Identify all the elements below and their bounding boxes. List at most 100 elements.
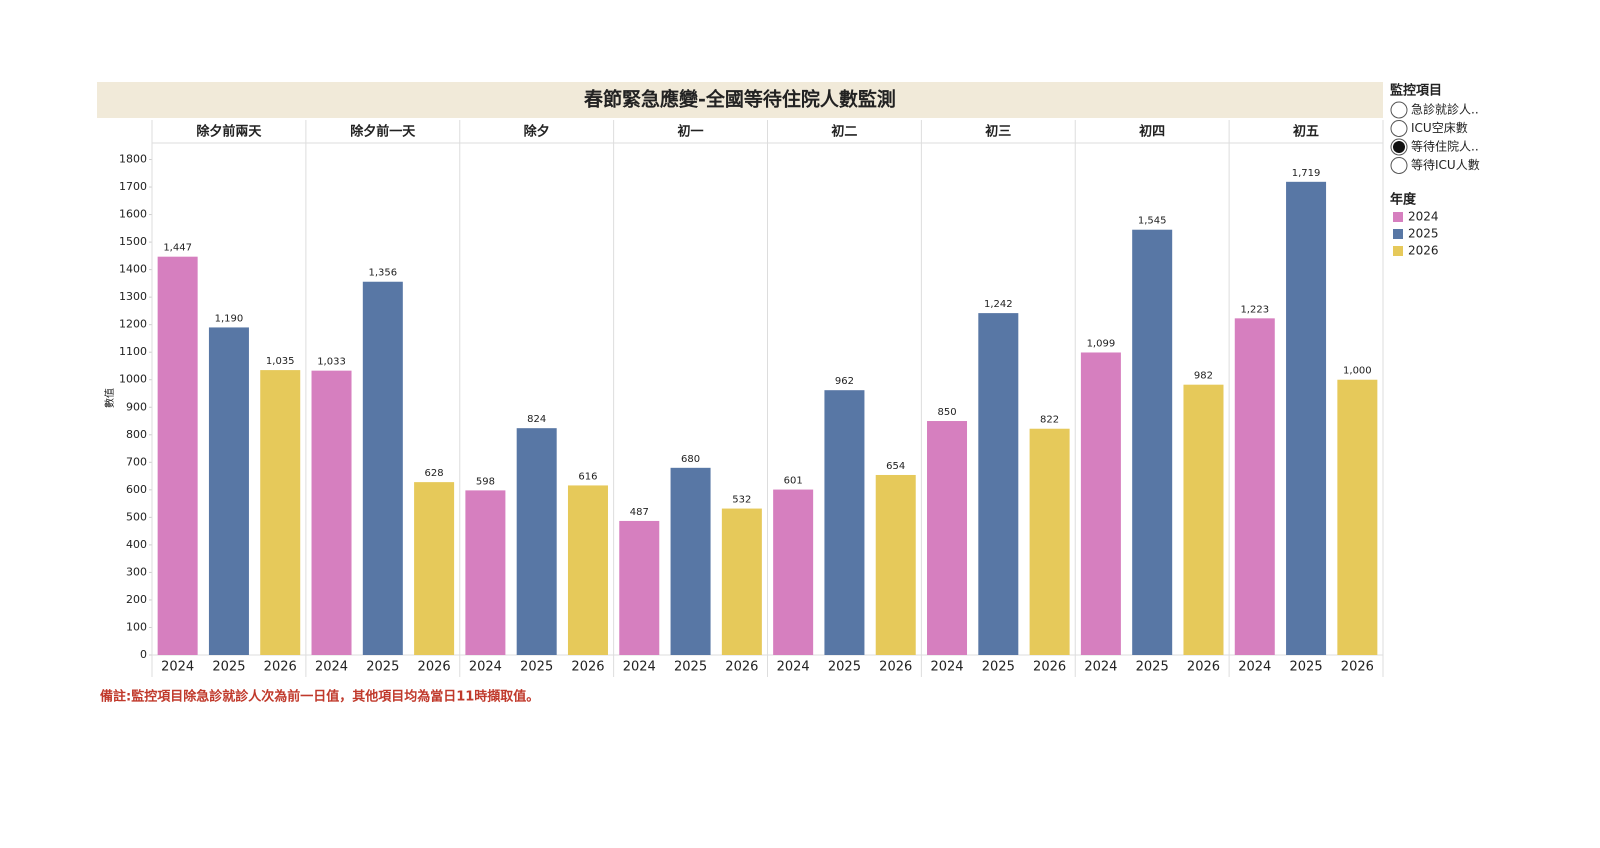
legend-swatch: [1393, 229, 1403, 239]
y-axis-label: 數值: [103, 388, 116, 408]
bar: [516, 428, 557, 655]
x-tick-label: 2026: [571, 660, 604, 675]
x-tick-label: 2024: [315, 660, 348, 675]
legend-swatch: [1393, 212, 1403, 222]
panel-header: 初二: [831, 124, 857, 140]
y-tick-label: 1500: [119, 235, 147, 248]
x-tick-label: 2025: [828, 660, 861, 675]
x-tick-label: 2025: [674, 660, 707, 675]
value-label: 1,033: [317, 357, 346, 368]
bar: [824, 390, 865, 655]
radio-button[interactable]: [1390, 101, 1408, 119]
filter-option[interactable]: 等待住院人..: [1411, 140, 1479, 154]
value-label: 1,190: [215, 313, 244, 324]
value-label: 1,099: [1087, 338, 1116, 349]
footnote: 備註:監控項目除急診就診人次為前一日值，其他項目均為當日11時擷取值。: [100, 689, 539, 705]
bar: [721, 508, 762, 655]
value-label: 824: [527, 414, 546, 425]
value-label: 1,242: [984, 299, 1013, 310]
x-tick-label: 2025: [1290, 660, 1323, 675]
value-label: 982: [1194, 371, 1213, 382]
filter-option[interactable]: 急診就診人..: [1411, 102, 1479, 117]
panel-header: 初五: [1293, 124, 1319, 140]
radio-selected[interactable]: [1393, 141, 1405, 153]
value-label: 680: [681, 454, 700, 465]
x-tick-label: 2026: [1033, 660, 1066, 675]
value-label: 654: [886, 461, 905, 472]
y-tick-label: 0: [140, 648, 147, 661]
y-tick-label: 600: [126, 483, 147, 496]
value-label: 1,719: [1292, 168, 1321, 179]
y-tick-label: 1200: [119, 318, 147, 331]
value-label: 1,545: [1138, 216, 1167, 227]
bar: [1029, 428, 1070, 655]
panel-header: 除夕前兩天: [196, 124, 262, 140]
x-tick-label: 2024: [930, 660, 963, 675]
x-tick-label: 2026: [725, 660, 758, 675]
y-tick-label: 200: [126, 593, 147, 606]
value-label: 628: [425, 468, 444, 479]
legend-title: 年度: [1390, 192, 1417, 208]
x-tick-label: 2024: [161, 660, 194, 675]
value-label: 822: [1040, 415, 1059, 426]
legend-swatch: [1393, 246, 1403, 256]
bar: [875, 474, 916, 655]
bar: [414, 482, 455, 655]
y-tick-label: 800: [126, 428, 147, 441]
bar: [1132, 229, 1173, 656]
x-tick-label: 2024: [1238, 660, 1271, 675]
x-tick-label: 2025: [982, 660, 1015, 675]
panel-header: 初三: [985, 124, 1011, 140]
bar: [619, 520, 660, 655]
radio-button[interactable]: [1390, 157, 1408, 174]
legend-label: 2025: [1408, 227, 1439, 241]
value-label: 1,223: [1240, 304, 1269, 315]
y-tick-label: 1400: [119, 263, 147, 276]
x-tick-label: 2026: [1341, 660, 1374, 675]
value-label: 598: [476, 476, 495, 487]
bar: [260, 370, 301, 655]
bar: [1080, 352, 1121, 655]
bar: [1183, 384, 1224, 655]
value-label: 1,447: [163, 243, 192, 254]
bar: [208, 327, 249, 655]
x-tick-label: 2026: [264, 660, 297, 675]
y-tick-label: 1700: [119, 180, 147, 193]
panel-header: 初四: [1139, 124, 1165, 140]
x-tick-label: 2025: [212, 660, 245, 675]
filter-option[interactable]: ICU空床數: [1411, 121, 1468, 135]
chart-title: 春節緊急應變-全國等待住院人數監測: [584, 88, 896, 111]
x-tick-label: 2026: [418, 660, 451, 675]
bar: [978, 313, 1019, 655]
value-label: 487: [630, 507, 649, 518]
filter-title: 監控項目: [1390, 83, 1442, 99]
value-label: 616: [578, 471, 597, 482]
bar: [567, 485, 608, 655]
bar: [157, 256, 198, 655]
x-tick-label: 2024: [1084, 660, 1117, 675]
bar: [670, 467, 711, 655]
value-label: 1,000: [1343, 366, 1372, 377]
bar: [773, 489, 814, 655]
bar: [465, 490, 506, 655]
bar: [927, 421, 968, 655]
bar: [1286, 181, 1327, 655]
value-label: 1,035: [266, 356, 295, 367]
y-tick-label: 1000: [119, 373, 147, 386]
panel-header: 除夕前一天: [350, 124, 416, 140]
legend-label: 2024: [1408, 210, 1439, 224]
y-tick-label: 400: [126, 538, 147, 551]
y-tick-label: 1300: [119, 290, 147, 303]
panel-header: 除夕: [524, 124, 550, 140]
bar: [1234, 318, 1275, 655]
filter-option[interactable]: 等待ICU人數: [1411, 158, 1480, 172]
panel-header: 初一: [678, 124, 704, 140]
x-tick-label: 2024: [623, 660, 656, 675]
radio-button[interactable]: [1390, 120, 1408, 137]
value-label: 962: [835, 376, 854, 387]
bar: [311, 370, 352, 655]
y-tick-label: 100: [126, 620, 147, 633]
value-label: 601: [784, 476, 803, 487]
y-tick-label: 500: [126, 510, 147, 523]
